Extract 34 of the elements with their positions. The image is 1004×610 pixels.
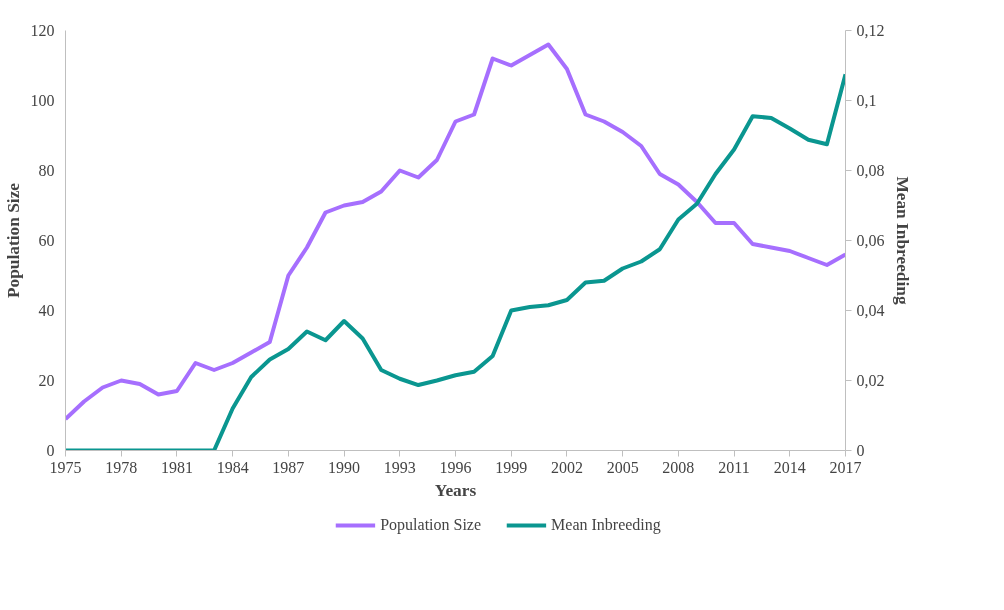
x-tick-label: 2011 [718, 458, 750, 476]
y2-tick-label: 0,02 [856, 372, 885, 389]
x-tick-label: 1990 [328, 458, 361, 476]
y-tick-label: 80 [38, 162, 55, 179]
y2-tick-label: 0,06 [856, 232, 885, 249]
x-tick-label: 1978 [105, 458, 138, 476]
x-tick-label: 1987 [272, 458, 305, 476]
y-axis-title: Population Size [3, 182, 23, 299]
y2-tick-label: 0,08 [856, 162, 885, 179]
y-tick-label: 20 [38, 372, 55, 389]
y2-axis-title: Mean Inbreeding [892, 176, 912, 305]
legend-label: Mean Inbreeding [551, 515, 661, 534]
y2-tick-label: 0,04 [856, 302, 885, 319]
x-tick-label: 1984 [216, 458, 249, 476]
y2-tick-label: 0 [856, 442, 865, 459]
x-tick-label: 2008 [662, 458, 695, 476]
x-tick-label: 2005 [606, 458, 639, 476]
x-tick-label: 1993 [383, 458, 416, 476]
y2-tick-label: 0,1 [856, 92, 877, 109]
y-tick-label: 100 [30, 92, 55, 109]
x-axis-title: Years [434, 480, 477, 500]
x-tick-label: 1975 [49, 458, 82, 476]
x-tick-label: 1996 [439, 458, 472, 476]
x-tick-label: 1999 [495, 458, 528, 476]
y-tick-label: 120 [30, 22, 55, 39]
y-tick-label: 60 [38, 232, 55, 249]
y-tick-label: 0 [46, 442, 55, 459]
legend-label: Population Size [380, 515, 482, 534]
y2-tick-label: 0,12 [856, 22, 885, 39]
x-tick-label: 2017 [829, 458, 862, 476]
x-tick-label: 2014 [773, 458, 806, 476]
y-tick-label: 40 [38, 302, 55, 319]
x-tick-label: 1981 [160, 458, 193, 476]
x-tick-label: 2002 [550, 458, 583, 476]
